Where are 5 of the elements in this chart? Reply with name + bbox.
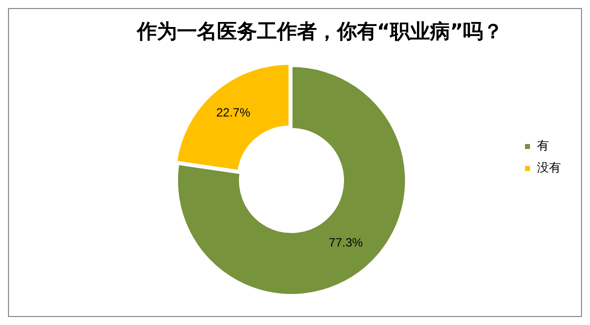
chart-title: 作为一名医务工作者，你有“职业病”吗？ <box>136 19 504 44</box>
data-label: 77.3% <box>328 236 364 250</box>
legend-label: 有 <box>537 138 549 153</box>
data-label: 22.7% <box>216 105 251 120</box>
legend-label: 没有 <box>537 160 561 175</box>
